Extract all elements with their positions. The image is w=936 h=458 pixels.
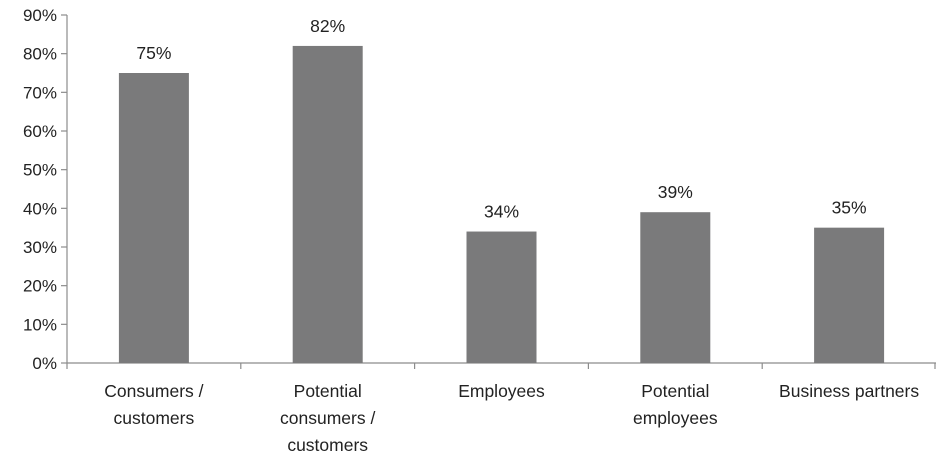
x-axis (66, 362, 936, 369)
x-tick-label: Potential employees (633, 381, 718, 428)
data-label: 35% (832, 198, 867, 218)
y-tick-label: 70% (23, 83, 57, 102)
bar (118, 73, 189, 363)
x-tick-label-line: employees (633, 408, 718, 428)
y-tick-label: 20% (23, 277, 57, 296)
bar (466, 231, 537, 363)
x-tick-label-line: Consumers / (104, 381, 203, 401)
y-tick-label: 40% (23, 199, 57, 218)
bar (640, 212, 711, 363)
x-tick-label-line: Business partners (779, 381, 919, 401)
x-tick-label: Potential consumers / customers (280, 381, 375, 455)
x-tick-label: Business partners (779, 381, 919, 401)
x-tick-label-line: customers (114, 408, 195, 428)
category-labels: Consumers / customers Potential consumers /… (104, 381, 919, 455)
value-labels: 75% 82% 34% 39% 35% (136, 16, 866, 222)
x-tick-label-line: consumers / (280, 408, 375, 428)
data-label: 75% (136, 43, 171, 63)
y-tick-label: 10% (23, 315, 57, 334)
y-tick-label: 0% (32, 354, 57, 373)
x-tick-label-line: Potential (641, 381, 709, 401)
y-tick-label: 50% (23, 161, 57, 180)
y-axis: 0% 10% 20% 30% 40% 50% 60% 70% 80% 90% (23, 6, 68, 373)
data-label: 82% (310, 16, 345, 36)
y-tick-label: 60% (23, 122, 57, 141)
y-tick-label: 30% (23, 238, 57, 257)
x-tick-label-line: Potential (294, 381, 362, 401)
x-tick-label-line: Employees (458, 381, 545, 401)
bars (118, 45, 885, 363)
y-tick-label: 90% (23, 6, 57, 25)
x-tick-label: Consumers / customers (104, 381, 203, 428)
data-label: 39% (658, 182, 693, 202)
bar (814, 227, 885, 363)
data-label: 34% (484, 202, 519, 222)
bar (292, 45, 363, 363)
x-tick-label-line: customers (287, 435, 368, 455)
y-tick-label: 80% (23, 45, 57, 64)
x-tick-label: Employees (458, 381, 545, 401)
